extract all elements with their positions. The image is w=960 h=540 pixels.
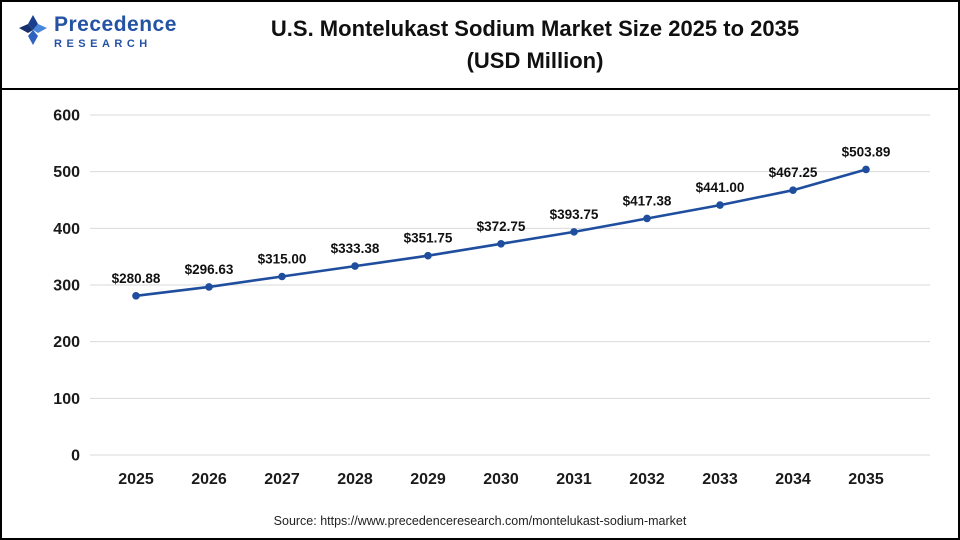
line-chart-canvas: 0 100 200 300 400 500 600 2025 2026 2027 2028 2029 2… — [53, 108, 930, 488]
data-point-marker — [497, 239, 505, 248]
logo-text: Precedence RESEARCH — [54, 14, 177, 50]
y-axis-tick-label: 400 — [53, 221, 80, 238]
data-point-label: $441.00 — [696, 180, 745, 195]
data-point-label: $280.88 — [112, 271, 161, 286]
y-axis-tick-label: 600 — [53, 108, 80, 125]
data-point-label: $351.75 — [404, 231, 453, 246]
chart-title-block: U.S. Montelukast Sodium Market Size 2025… — [2, 13, 958, 77]
data-point-label: $467.25 — [769, 165, 818, 180]
data-point-label: $503.89 — [842, 144, 891, 159]
data-point-marker — [862, 165, 870, 174]
x-axis-tick-label: 2032 — [629, 471, 665, 488]
data-point-marker — [789, 186, 797, 195]
x-axis-tick-label: 2035 — [848, 471, 884, 488]
precedence-logo-icon — [19, 15, 47, 45]
x-axis-tick-label: 2026 — [191, 471, 227, 488]
x-axis-tick-label: 2031 — [556, 471, 592, 488]
chart-area: 0 100 200 300 400 500 600 2025 2026 2027 2028 2029 2… — [2, 90, 958, 538]
x-axis-tick-label: 2030 — [483, 471, 519, 488]
data-point-label: $393.75 — [550, 207, 599, 222]
x-axis-tick-label: 2033 — [702, 471, 738, 488]
y-axis-tick-label: 500 — [53, 164, 80, 181]
data-point-marker — [716, 201, 724, 209]
data-point-marker — [278, 272, 286, 281]
y-axis-tick-label: 200 — [53, 334, 80, 351]
data-point-label: $315.00 — [258, 252, 307, 267]
data-point-label: $333.38 — [331, 241, 380, 256]
x-axis-tick-label: 2028 — [337, 471, 373, 488]
x-axis-tick-label: 2034 — [775, 471, 811, 488]
data-point-marker — [132, 292, 140, 300]
y-axis-tick-label: 300 — [53, 278, 80, 295]
x-axis-tick-label: 2027 — [264, 471, 300, 488]
chart-title: U.S. Montelukast Sodium Market Size 2025… — [270, 16, 800, 42]
y-axis-tick-label: 0 — [71, 448, 80, 465]
source-text: Source: https://www.precedenceresearch.c… — [273, 514, 687, 528]
logo-name: Precedence — [54, 13, 177, 36]
logo-subname: RESEARCH — [54, 38, 152, 50]
header: Precedence RESEARCH U.S. Montelukast Sod… — [2, 2, 958, 90]
data-point-marker — [205, 283, 213, 291]
precedence-logo: Precedence RESEARCH — [18, 14, 177, 50]
x-axis-tick-label: 2029 — [410, 471, 446, 488]
data-point-label: $417.38 — [623, 193, 672, 208]
y-axis-tick-label: 100 — [53, 391, 80, 408]
data-point-marker — [643, 214, 651, 223]
data-point-marker — [570, 228, 578, 236]
chart-subtitle: (USD Million) — [466, 48, 604, 73]
data-point-marker — [424, 251, 432, 260]
x-axis-tick-label: 2025 — [118, 471, 154, 488]
data-point-label: $296.63 — [185, 262, 234, 277]
data-point-marker — [351, 262, 359, 270]
data-point-label: $372.75 — [477, 219, 526, 234]
